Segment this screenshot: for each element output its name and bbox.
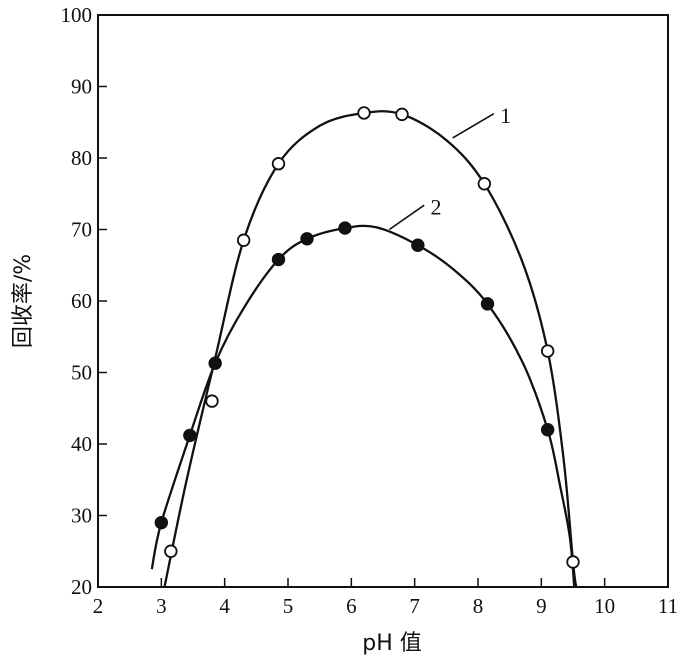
x-tick-label: 6: [346, 594, 357, 618]
series-curves: [150, 110, 578, 588]
series-2-point: [411, 238, 425, 252]
x-tick-label: 10: [594, 594, 615, 618]
x-tick-label: 11: [658, 594, 678, 618]
x-tick-label: 9: [536, 594, 547, 618]
series-1-curve: [163, 110, 578, 588]
y-tick-label: 50: [71, 361, 92, 385]
curve-annotations: 12: [388, 103, 511, 231]
y-tick-label: 30: [71, 504, 92, 528]
y-tick-label: 90: [71, 75, 92, 99]
series-1-point: [540, 344, 555, 358]
y-axis-title: 回收率/%: [11, 254, 36, 348]
curve-label-1: 1: [500, 103, 511, 128]
axis-tick-labels: 2 3 4 5 6 7 8 9 10 11 20 30 40 50 60 70 80 90 100: [61, 3, 679, 618]
annotation-leader: [452, 112, 495, 139]
y-tick-label: 40: [71, 432, 92, 456]
series-1-point: [205, 394, 219, 408]
y-tick-label: 100: [61, 3, 93, 27]
series-1-point: [566, 555, 580, 569]
x-tick-label: 5: [283, 594, 294, 618]
x-tick-label: 4: [219, 594, 230, 618]
series-2-point: [271, 252, 286, 267]
series-2-point: [154, 515, 169, 530]
series-2-point: [540, 423, 555, 437]
series-2-point: [480, 297, 495, 311]
plot-frame: [97, 14, 669, 588]
series-1-point: [271, 157, 286, 171]
x-tick-label: 8: [473, 594, 484, 618]
y-tick-label: 70: [71, 218, 92, 242]
annotation-leader: [388, 204, 425, 231]
series-1-point: [395, 107, 409, 122]
y-tick-label: 80: [71, 146, 92, 170]
series-1-point: [357, 106, 371, 120]
axis-ticks: [97, 14, 669, 588]
series-2-point: [208, 356, 222, 370]
series-2-curve: [150, 224, 576, 588]
series-points: [154, 106, 580, 569]
x-tick-label: 3: [156, 594, 167, 618]
x-axis-title: pH 值: [362, 631, 422, 656]
series-1-point: [477, 177, 492, 191]
y-tick-label: 60: [71, 289, 92, 313]
curve-label-2: 2: [431, 195, 442, 220]
series-2-point: [183, 428, 197, 443]
series-2-point: [338, 221, 352, 235]
series-1-point: [236, 233, 251, 247]
y-tick-label: 20: [71, 575, 92, 599]
x-tick-label: 2: [93, 594, 104, 618]
series-2-point: [300, 232, 314, 246]
x-tick-label: 7: [409, 594, 420, 618]
series-1-point: [164, 544, 178, 558]
